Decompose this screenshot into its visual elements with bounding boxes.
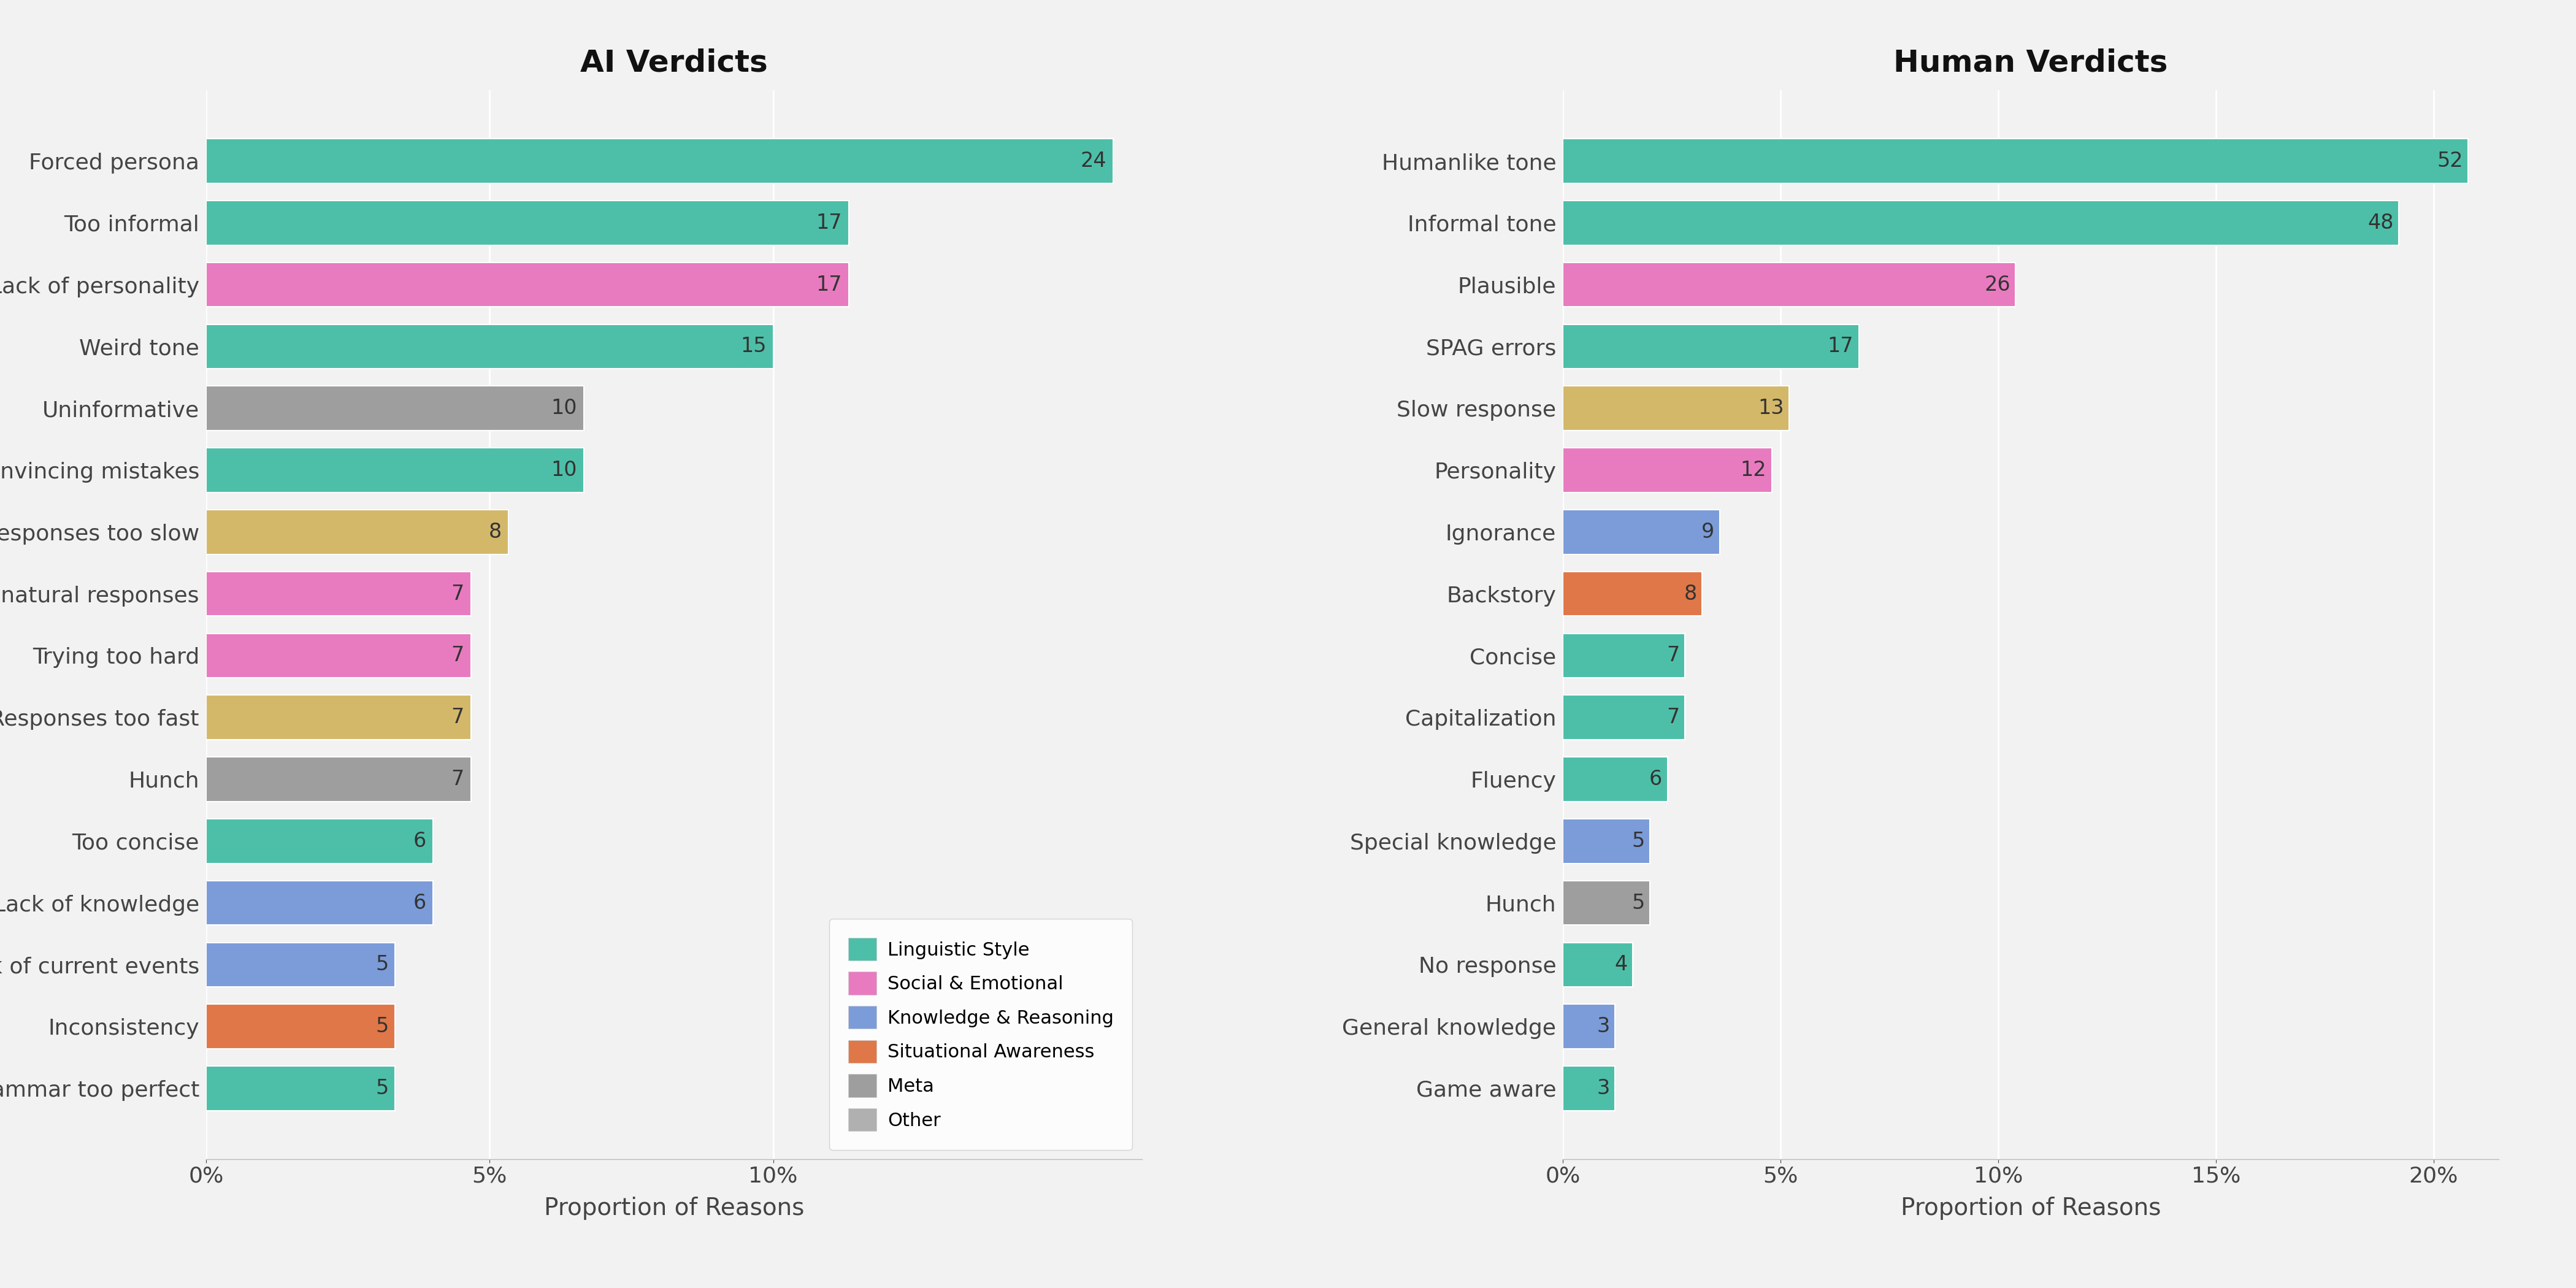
Bar [206,201,850,245]
Text: 3: 3 [1597,1016,1610,1037]
Text: 5: 5 [376,1078,389,1099]
Bar [1564,1005,1615,1048]
Bar [206,634,471,677]
Text: 4: 4 [1615,954,1628,975]
Text: 6: 6 [412,893,425,913]
Bar [1564,943,1633,987]
Text: 6: 6 [412,831,425,851]
Text: 8: 8 [489,522,502,542]
X-axis label: Proportion of Reasons: Proportion of Reasons [1901,1197,2161,1220]
Bar [1564,325,1860,368]
Text: 15: 15 [739,336,768,357]
Bar [1564,881,1651,925]
Text: 5: 5 [376,954,389,975]
Text: 17: 17 [1826,336,1855,357]
Bar [206,696,471,739]
Text: 7: 7 [451,707,464,728]
Bar [206,1066,394,1110]
Bar [206,448,585,492]
Bar [1564,696,1685,739]
Bar [206,386,585,430]
Bar [206,572,471,616]
Text: 7: 7 [451,583,464,604]
Text: 3: 3 [1597,1078,1610,1099]
Text: 26: 26 [1984,274,2009,295]
Bar [1564,263,2014,307]
Text: 17: 17 [817,274,842,295]
Legend: Linguistic Style, Social & Emotional, Knowledge & Reasoning, Situational Awarene: Linguistic Style, Social & Emotional, Kn… [829,918,1133,1150]
Text: 5: 5 [376,1016,389,1037]
Bar [206,263,850,307]
Text: 7: 7 [1667,707,1680,728]
Text: 52: 52 [2437,151,2463,171]
Text: 7: 7 [451,769,464,790]
Title: AI Verdicts: AI Verdicts [580,48,768,77]
Bar [206,819,433,863]
Bar [206,881,433,925]
Text: 12: 12 [1741,460,1767,480]
Text: 48: 48 [2367,213,2393,233]
Text: 10: 10 [551,398,577,419]
Text: 13: 13 [1757,398,1785,419]
Text: 9: 9 [1700,522,1716,542]
Bar [1564,634,1685,677]
Bar [1564,510,1721,554]
Bar [1564,201,2398,245]
Bar [1564,819,1651,863]
Text: 7: 7 [451,645,464,666]
Bar [1564,139,2468,183]
Bar [206,943,394,987]
Text: 5: 5 [1631,831,1643,851]
Text: 24: 24 [1079,151,1108,171]
Text: 7: 7 [1667,645,1680,666]
Bar [206,510,507,554]
Bar [1564,757,1667,801]
Bar [206,139,1113,183]
Text: 6: 6 [1649,769,1662,790]
Bar [206,757,471,801]
Bar [1564,386,1790,430]
Bar [1564,448,1772,492]
Bar [1564,1066,1615,1110]
Title: Human Verdicts: Human Verdicts [1893,48,2169,77]
Bar [206,325,773,368]
Text: 10: 10 [551,460,577,480]
Bar [206,1005,394,1048]
Bar [1564,572,1703,616]
Text: 17: 17 [817,213,842,233]
Text: 5: 5 [1631,893,1643,913]
Text: 8: 8 [1685,583,1698,604]
X-axis label: Proportion of Reasons: Proportion of Reasons [544,1197,804,1220]
